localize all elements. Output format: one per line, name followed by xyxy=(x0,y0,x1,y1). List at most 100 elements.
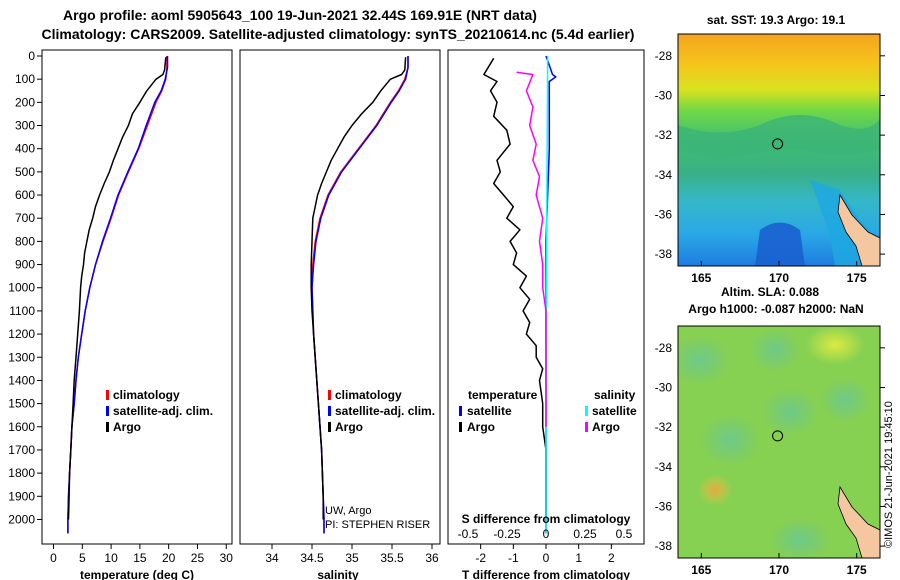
y-tick-label: 1800 xyxy=(8,466,35,480)
x-tick-label: 2 xyxy=(608,551,615,565)
top-tick-label: 0 xyxy=(543,527,550,541)
x-tick-label: 0 xyxy=(50,551,57,565)
map-y-tick-label: -30 xyxy=(655,88,673,102)
x-tick-label: 25 xyxy=(191,551,205,565)
salinity-xlabel: salinity xyxy=(317,568,359,580)
legend-label-satellite: satellite-adj. clim. xyxy=(335,404,435,418)
x-tick-label: 0 xyxy=(543,551,550,565)
x-tick-label: -2 xyxy=(475,551,486,565)
credit-pi: PI: STEPHEN RISER xyxy=(325,519,430,531)
sla-map-title: Altim. SLA: 0.088 xyxy=(721,285,819,299)
series-line-argo xyxy=(67,57,167,520)
map-x-tick-label: 165 xyxy=(691,271,711,285)
map-y-tick-label: -30 xyxy=(655,380,673,394)
y-tick-label: 200 xyxy=(15,95,35,109)
sla-eddy xyxy=(678,335,730,385)
x-tick-label: 30 xyxy=(220,551,234,565)
x-tick-label: 15 xyxy=(133,551,147,565)
map-y-tick-label: -32 xyxy=(655,420,673,434)
y-tick-label: 1400 xyxy=(8,373,35,387)
map-y-tick-label: -36 xyxy=(655,499,673,513)
float-location-marker xyxy=(772,138,784,150)
top-tick-label: -0.5 xyxy=(458,527,479,541)
sst-front xyxy=(678,115,880,160)
legend-swatch-climatology xyxy=(106,390,109,400)
y-tick-label: 1100 xyxy=(9,304,35,318)
sla-eddy xyxy=(700,414,760,466)
legend-title-salinity: salinity xyxy=(594,388,636,402)
x-tick-label: 34.5 xyxy=(300,551,324,565)
sla-eddy xyxy=(820,378,870,422)
legend-swatch-climatology xyxy=(328,390,331,400)
y-tick-label: 300 xyxy=(15,119,35,133)
y-tick-label: 400 xyxy=(15,142,35,156)
x-tick-label: 34 xyxy=(265,551,279,565)
salinity-plot-frame xyxy=(239,49,441,545)
legend-swatch-temp-argo xyxy=(459,422,462,432)
y-tick-label: 1700 xyxy=(8,443,35,457)
y-tick-label: 500 xyxy=(15,165,35,179)
y-tick-label: 1200 xyxy=(8,327,35,341)
map-y-tick-label: -36 xyxy=(655,207,673,221)
legend-label-climatology: climatology xyxy=(113,388,180,402)
sla-high xyxy=(805,326,865,365)
y-tick-label: 0 xyxy=(28,49,35,63)
y-tick-label: 900 xyxy=(15,258,35,272)
y-tick-label: 2000 xyxy=(8,512,35,526)
legend-swatch-argo xyxy=(328,422,331,432)
sla-eddy xyxy=(750,328,800,372)
map-x-tick-label: 175 xyxy=(847,271,867,285)
legend-swatch-sal-argo xyxy=(585,422,588,432)
y-tick-label: 1500 xyxy=(8,397,35,411)
legend-title-temperature: temperature xyxy=(468,388,538,402)
y-tick-label: 800 xyxy=(15,234,35,248)
sla-high xyxy=(697,474,733,506)
series-line-argo xyxy=(310,57,407,520)
y-tick-label: 1600 xyxy=(8,420,35,434)
map-y-tick-label: -38 xyxy=(655,247,673,261)
x-tick-label: -1 xyxy=(508,551,519,565)
legend-swatch-satellite xyxy=(328,406,331,416)
difference-legend: temperature salinity satellite Argo sate… xyxy=(459,388,637,434)
series-line-salinity-argo xyxy=(516,71,547,427)
map-y-tick-label: -34 xyxy=(655,168,673,182)
map-x-tick-label: 170 xyxy=(769,563,789,577)
top-tick-label: 0.5 xyxy=(616,527,633,541)
sla-map: Altim. SLA: 0.088 Argo h1000: -0.087 h20… xyxy=(655,285,885,577)
x-tick-label: 35 xyxy=(345,551,359,565)
legend-label-climatology: climatology xyxy=(335,388,402,402)
map-x-tick-label: 170 xyxy=(769,271,789,285)
y-tick-label: 700 xyxy=(15,211,35,225)
sla-field xyxy=(678,326,880,558)
credit-institution: UW, Argo xyxy=(325,505,371,517)
x-tick-label: 10 xyxy=(104,551,118,565)
salinity-panel: 34 34.5 35 35.5 36 salinity climatology sate… xyxy=(239,49,441,580)
legend-label-sal-argo: Argo xyxy=(592,420,620,434)
map-y-tick-label: -34 xyxy=(655,460,673,474)
temperature-legend: climatology satellite-adj. clim. Argo xyxy=(106,388,213,434)
float-location-marker xyxy=(772,430,784,442)
salinity-legend: climatology satellite-adj. clim. Argo xyxy=(328,388,435,434)
legend-swatch-argo xyxy=(106,422,109,432)
map-y-tick-label: -32 xyxy=(655,128,673,142)
legend-swatch-temp-satellite xyxy=(459,406,462,416)
x-tick-label: 36 xyxy=(425,551,439,565)
difference-xlabel: T difference from climatology xyxy=(462,568,630,580)
timestamp-stamp: ©IMOS 21-Jun-2021 19:45:10 xyxy=(883,401,895,548)
legend-swatch-sal-satellite xyxy=(585,406,588,416)
map-y-tick-label: -28 xyxy=(655,341,673,355)
title-line-1: Argo profile: aoml 5905643_100 19-Jun-20… xyxy=(63,7,537,23)
legend-swatch-satellite xyxy=(106,406,109,416)
sla-eddy xyxy=(762,388,818,436)
sst-map-title: sat. SST: 19.3 Argo: 19.1 xyxy=(707,13,846,27)
land-new-zealand xyxy=(837,193,880,266)
x-tick-label: 5 xyxy=(79,551,86,565)
sla-map-subtitle: Argo h1000: -0.087 h2000: NaN xyxy=(688,302,863,316)
title-line-2: Climatology: CARS2009. Satellite-adjuste… xyxy=(42,26,635,42)
map-x-tick-label: 165 xyxy=(691,563,711,577)
temperature-xlabel: temperature (deg C) xyxy=(80,568,194,580)
difference-top-axis-label: S difference from climatology xyxy=(462,512,631,526)
y-tick-label: 600 xyxy=(15,188,35,202)
sst-cold-patch xyxy=(755,222,805,266)
